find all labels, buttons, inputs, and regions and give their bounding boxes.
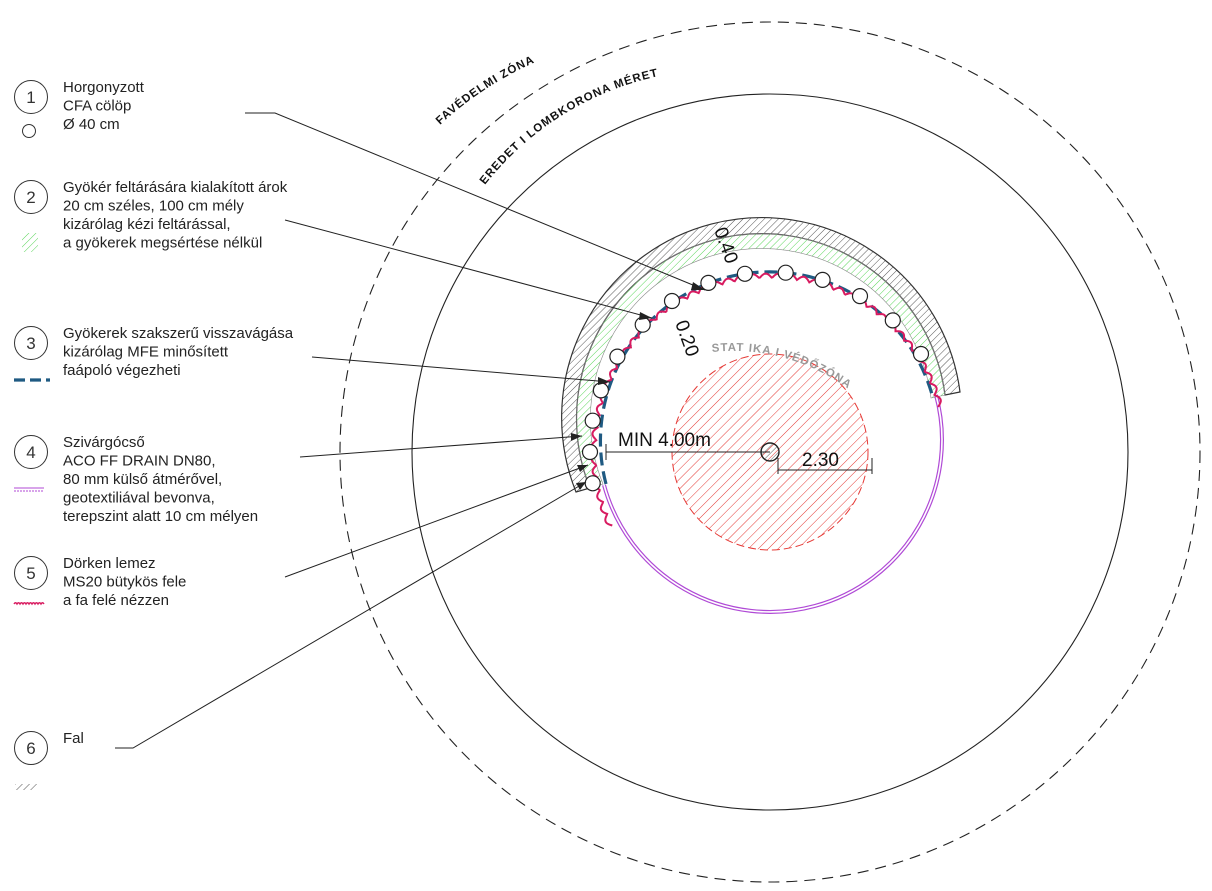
legend-number-circle <box>14 180 48 214</box>
circle-icon <box>22 124 36 138</box>
pile-circle <box>777 264 794 281</box>
min-distance-label: MIN 4.00m <box>618 430 711 451</box>
legend-text-line: ACO FF DRAIN DN80, <box>63 453 216 470</box>
pink-wave-icon <box>13 602 45 606</box>
pile-circle <box>736 265 754 282</box>
pile-circle <box>884 312 901 329</box>
legend-text-line: Fal <box>63 730 84 747</box>
protection-zone-label: FAVÉDELMI ZÓNA <box>434 54 537 127</box>
static-radius-label: 2.30 <box>802 450 839 471</box>
cfa-piles <box>581 264 930 492</box>
pile-circle <box>851 288 869 305</box>
green-hatch-icon <box>22 233 38 252</box>
legend-text-line: a gyökerek megsértése nélkül <box>63 235 262 252</box>
legend-number-circle <box>14 435 48 469</box>
pile-circle <box>592 382 610 399</box>
pile-circle <box>700 274 717 291</box>
grey-hatch-icon <box>15 784 37 790</box>
root-trench <box>576 233 946 489</box>
legend-text-line: geotextiliával bevonva, <box>63 490 215 507</box>
legend-text-line: a fa felé nézzen <box>63 592 169 609</box>
original-crown-label: EREDET I LOMBKORONA MÉRET <box>478 67 660 187</box>
legend-text-line: kizárólag MFE minősített <box>63 344 229 361</box>
legend-text-line: Ø 40 cm <box>63 116 120 133</box>
legend-text-line: CFA cölöp <box>63 98 131 115</box>
legend-number: 1 <box>26 88 35 107</box>
legend-number-circle <box>14 326 48 360</box>
legend-number: 2 <box>26 188 35 207</box>
legend-number: 3 <box>26 334 35 353</box>
tree-protection-zone-circle <box>339 21 1201 883</box>
pile-circle <box>634 316 651 333</box>
legend-text-line: Gyökér feltárására kialakított árok <box>63 179 288 196</box>
legend-number: 4 <box>26 443 35 462</box>
legend-text-line: MS20 bütykös fele <box>63 574 186 591</box>
pile-circle <box>584 412 601 429</box>
legend-number: 5 <box>26 564 35 583</box>
legend-text-line: 20 cm széles, 100 cm mély <box>63 198 244 215</box>
legend-text-line: Horgonyzott <box>63 79 145 96</box>
original-crown-circle <box>411 93 1129 811</box>
leader-lines <box>115 112 706 749</box>
pile-circle <box>814 271 831 288</box>
legend-text-line: kizárólag kézi feltárással, <box>63 216 231 233</box>
legend-number-circle <box>14 80 48 114</box>
pile-circle <box>663 292 681 310</box>
legend-text-line: Gyökerek szakszerű visszavágása <box>63 325 294 342</box>
trench-width-label: 0.20 <box>670 318 702 360</box>
legend-number-circle <box>14 731 48 765</box>
legend-number: 6 <box>26 739 35 758</box>
pile-circle <box>584 475 601 492</box>
pile-circle <box>609 348 626 365</box>
legend-text-line: terepszint alatt 10 cm mélyen <box>63 508 258 525</box>
pile-circle <box>581 443 599 461</box>
legend-number-circle <box>14 556 48 590</box>
legend-text-line: 80 mm külső átmérővel, <box>63 471 222 488</box>
legend-text-line: Dörken lemez <box>63 555 156 572</box>
legend-text-line: Szivárgócső <box>63 434 145 451</box>
purple-double-line-icon <box>14 487 44 492</box>
pile-circle <box>912 345 930 363</box>
legend-text-line: faápoló végezheti <box>63 362 181 379</box>
